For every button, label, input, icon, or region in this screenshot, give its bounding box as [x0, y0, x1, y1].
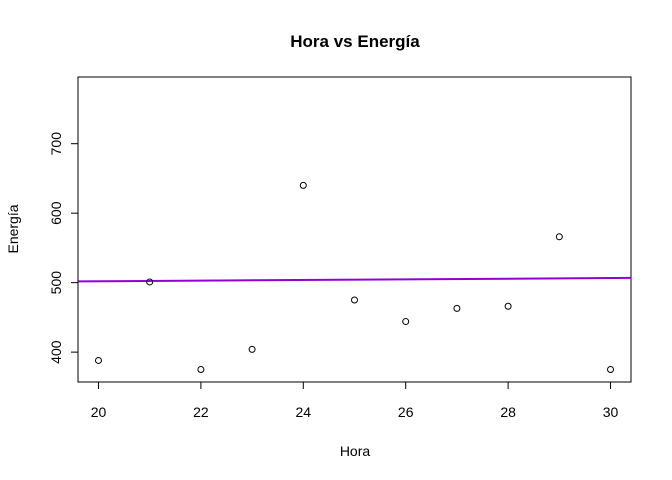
points-layer [94, 181, 615, 373]
data-point [607, 365, 615, 373]
x-tick-label: 22 [193, 404, 209, 420]
data-point [504, 302, 512, 310]
x-tick-label: 30 [603, 404, 619, 420]
x-axis: 20 22 24 26 28 30 [91, 381, 619, 420]
y-tick-label: 500 [48, 271, 64, 295]
x-axis-label: Hora [340, 443, 371, 459]
y-tick-label: 700 [48, 132, 64, 156]
y-tick-label: 600 [48, 201, 64, 225]
data-point [146, 278, 154, 286]
data-point [248, 345, 256, 353]
plot-frame [77, 76, 632, 383]
regression-layer [77, 276, 632, 283]
x-tick-label: 28 [500, 404, 516, 420]
chart-title: Hora vs Energía [290, 32, 420, 51]
y-tick-label: 400 [48, 340, 64, 364]
x-tick-label: 20 [91, 404, 107, 420]
x-tick-label: 24 [296, 404, 312, 420]
y-axis-label: Energía [5, 204, 21, 253]
data-point [351, 296, 358, 304]
data-point [555, 233, 563, 241]
plot-area [77, 76, 632, 383]
data-point [299, 181, 307, 189]
data-point [453, 304, 461, 312]
x-tick-label: 26 [398, 404, 414, 420]
data-point [94, 356, 102, 364]
data-point [402, 318, 410, 326]
y-axis: 400 500 600 700 [48, 132, 79, 364]
regression-line [77, 276, 632, 283]
data-point [197, 365, 205, 373]
